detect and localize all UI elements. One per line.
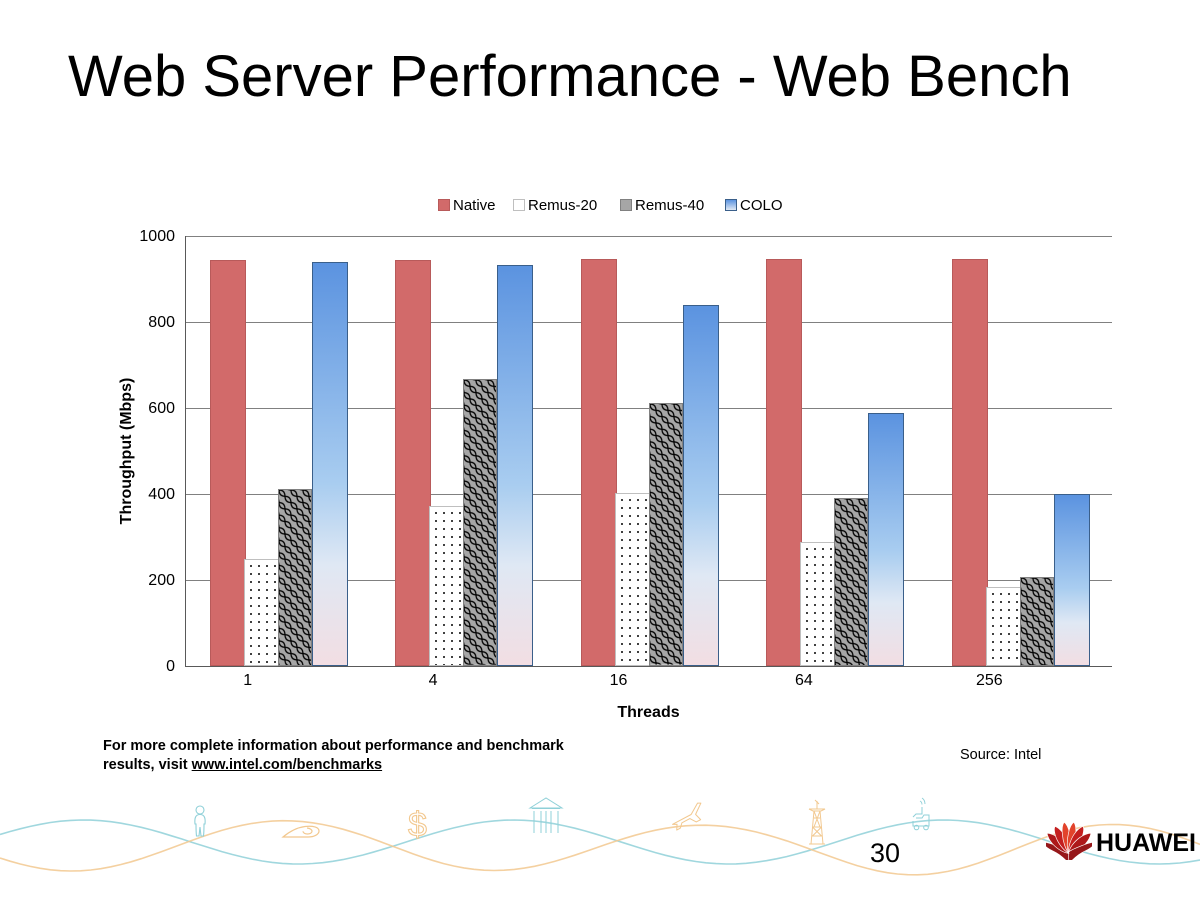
svg-text:$: $ — [408, 806, 427, 844]
